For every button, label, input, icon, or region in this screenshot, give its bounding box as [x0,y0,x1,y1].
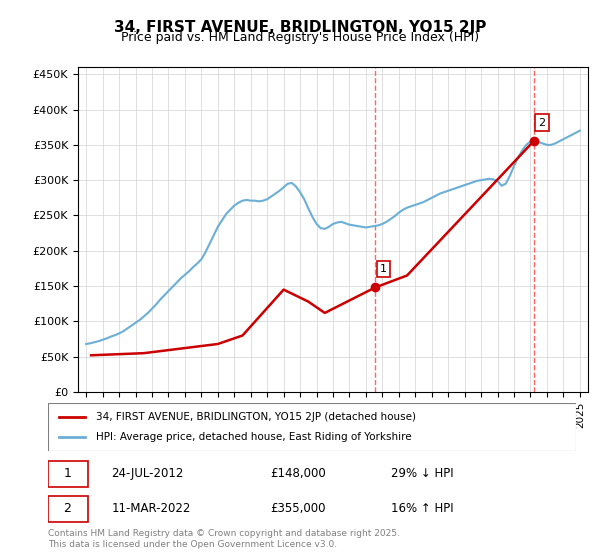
Text: 24-JUL-2012: 24-JUL-2012 [112,468,184,480]
Text: Price paid vs. HM Land Registry's House Price Index (HPI): Price paid vs. HM Land Registry's House … [121,31,479,44]
Text: 29% ↓ HPI: 29% ↓ HPI [391,468,454,480]
Text: 11-MAR-2022: 11-MAR-2022 [112,502,191,515]
FancyBboxPatch shape [48,403,576,451]
Text: HPI: Average price, detached house, East Riding of Yorkshire: HPI: Average price, detached house, East… [95,432,411,442]
FancyBboxPatch shape [48,460,88,487]
Text: £355,000: £355,000 [270,502,325,515]
Text: 34, FIRST AVENUE, BRIDLINGTON, YO15 2JP (detached house): 34, FIRST AVENUE, BRIDLINGTON, YO15 2JP … [95,412,416,422]
Text: 16% ↑ HPI: 16% ↑ HPI [391,502,454,515]
Text: £148,000: £148,000 [270,468,326,480]
Text: 2: 2 [538,118,545,128]
Text: 2: 2 [64,502,71,515]
FancyBboxPatch shape [48,496,88,522]
Text: Contains HM Land Registry data © Crown copyright and database right 2025.
This d: Contains HM Land Registry data © Crown c… [48,529,400,549]
Text: 34, FIRST AVENUE, BRIDLINGTON, YO15 2JP: 34, FIRST AVENUE, BRIDLINGTON, YO15 2JP [114,20,486,35]
Text: 1: 1 [380,264,387,274]
Text: 1: 1 [64,468,71,480]
